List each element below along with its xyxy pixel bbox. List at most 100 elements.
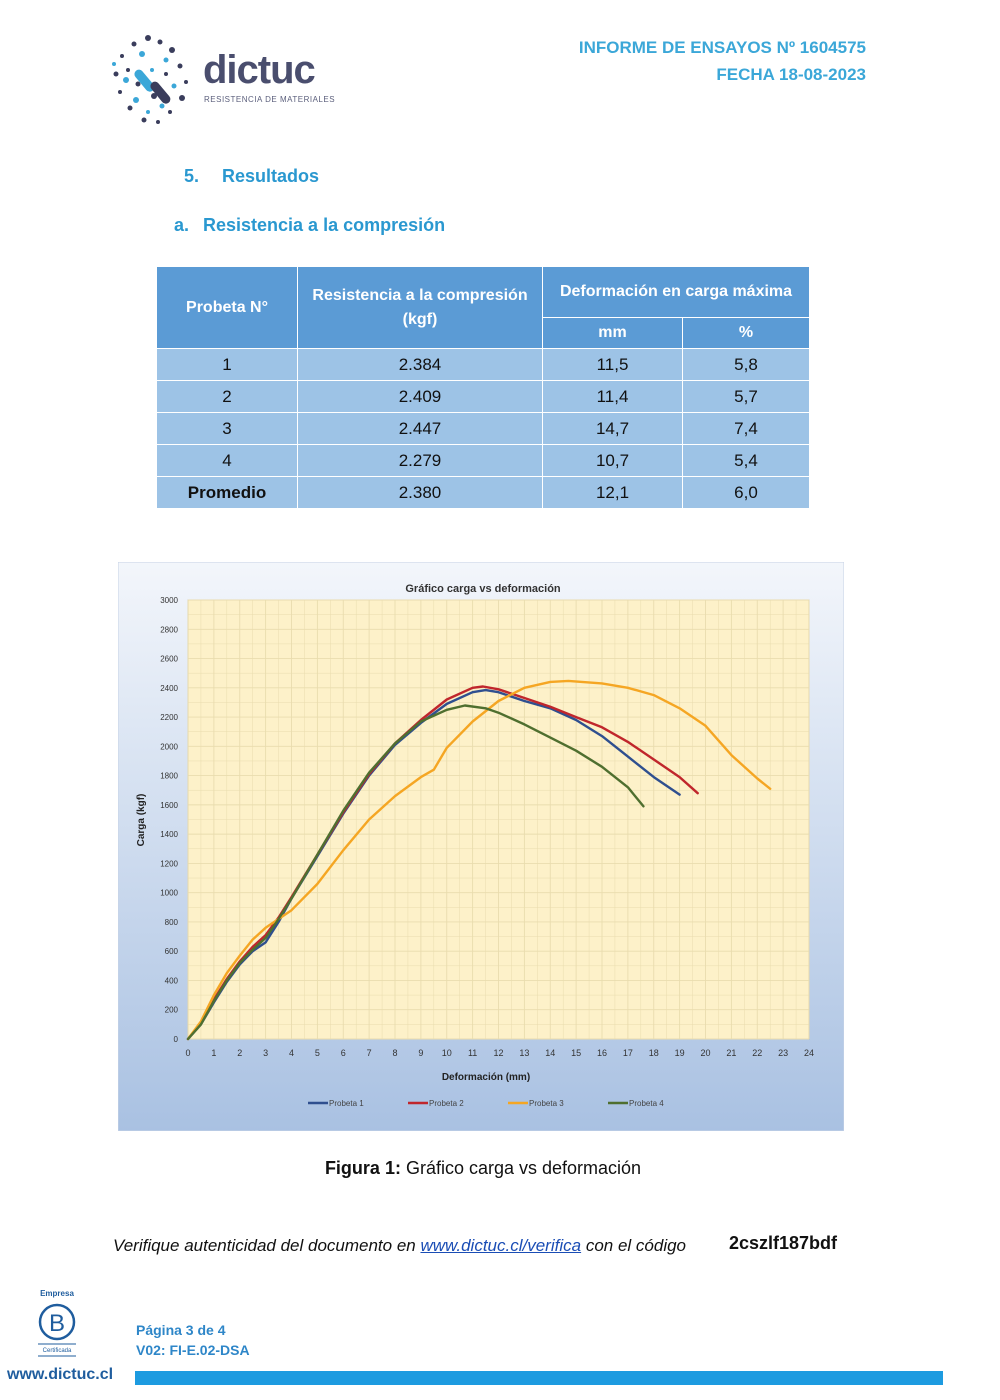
cell-mm: 12,1 <box>542 476 683 509</box>
verify-suffix: con el código <box>581 1236 686 1255</box>
cell-resistencia: 2.279 <box>297 444 543 477</box>
section-title: Resultados <box>222 166 320 186</box>
verification-code: 2cszlf187bdf <box>729 1233 838 1253</box>
bcorp-top-text: Empresa <box>40 1289 74 1298</box>
x-tick-label: 10 <box>442 1048 452 1058</box>
x-tick-label: 2 <box>237 1048 242 1058</box>
y-axis-label: Carga (kgf) <box>136 794 147 847</box>
x-tick-label: 23 <box>778 1048 788 1058</box>
y-tick-label: 1400 <box>160 830 178 839</box>
table-row-average: Promedio 2.380 12,1 6,0 <box>156 476 810 509</box>
figure-caption-label: Figura 1: <box>324 1158 401 1178</box>
legend-label: Probeta 4 <box>629 1099 664 1108</box>
bcorp-bottom-text: Certificada <box>43 1348 72 1354</box>
x-tick-label: 20 <box>700 1048 710 1058</box>
cell-resistencia: 2.384 <box>297 348 543 381</box>
subsection-letter: a. <box>174 215 190 235</box>
header-pct: % <box>682 317 810 349</box>
website-link[interactable]: www.dictuc.cl <box>7 1366 114 1383</box>
logo-subtitle: RESISTENCIA DE MATERIALES <box>204 95 336 104</box>
verify-prefix: Verifique autenticidad del documento en <box>113 1236 421 1255</box>
cell-mm: 14,7 <box>542 412 683 445</box>
cell-probeta: 2 <box>156 380 298 413</box>
x-tick-label: 1 <box>211 1048 216 1058</box>
legend-label: Probeta 2 <box>429 1099 464 1108</box>
bcorp-certified-logo: Empresa B Certificada <box>38 1289 76 1357</box>
chart-legend: Probeta 1 Probeta 2 Probeta 3 Probeta 4 <box>308 1099 664 1108</box>
x-tick-label: 12 <box>493 1048 503 1058</box>
x-tick-label: 15 <box>571 1048 581 1058</box>
legend-label: Probeta 1 <box>329 1099 364 1108</box>
y-tick-label: 3000 <box>160 596 178 605</box>
cell-probeta: Promedio <box>156 476 298 509</box>
report-number: INFORME DE ENSAYOS Nº 1604575 <box>578 38 866 57</box>
y-tick-label: 2200 <box>160 713 178 722</box>
header-resistencia-line2: (kgf) <box>402 310 438 328</box>
y-tick-label: 0 <box>174 1035 179 1044</box>
cell-mm: 11,4 <box>542 380 683 413</box>
cell-pct: 5,4 <box>682 444 810 477</box>
section-number: 5. <box>184 166 200 186</box>
series-line-probeta-3 <box>186 679 772 1041</box>
x-tick-label: 4 <box>289 1048 294 1058</box>
cell-mm: 10,7 <box>542 444 683 477</box>
chart-title: Gráfico carga vs deformación <box>405 583 561 595</box>
x-tick-label: 18 <box>649 1048 659 1058</box>
cell-resistencia: 2.380 <box>297 476 543 509</box>
x-tick-label: 3 <box>263 1048 268 1058</box>
x-tick-label: 9 <box>418 1048 423 1058</box>
figure-caption-text: Gráfico carga vs deformación <box>400 1158 642 1178</box>
legend-label: Probeta 3 <box>529 1099 564 1108</box>
x-tick-label: 6 <box>341 1048 346 1058</box>
verify-link[interactable]: www.dictuc.cl/verifica <box>420 1236 582 1255</box>
dictuc-logo-mark <box>112 35 188 124</box>
x-tick-label: 21 <box>726 1048 736 1058</box>
header-resistencia-line1: Resistencia a la compresión <box>312 286 528 304</box>
table-row: 3 2.447 14,7 7,4 <box>156 412 810 445</box>
cell-probeta: 3 <box>156 412 298 445</box>
load-deformation-chart: 0 1 2 3 4 5 6 7 8 9 10 11 12 13 14 15 16 17 18 19 20 21 22 23 24… <box>118 562 844 1131</box>
page-number: Página 3 de 4 <box>136 1322 226 1338</box>
x-tick-label: 14 <box>545 1048 555 1058</box>
cell-resistencia: 2.409 <box>297 380 543 413</box>
x-tick-label: 22 <box>752 1048 762 1058</box>
x-tick-label: 13 <box>519 1048 529 1058</box>
cell-pct: 5,8 <box>682 348 810 381</box>
subsection-title: Resistencia a la compresión <box>203 215 446 235</box>
cell-pct: 7,4 <box>682 412 810 445</box>
header-resistencia: Resistencia a la compresión (kgf) <box>297 266 543 349</box>
header-deformacion: Deformación en carga máxima <box>542 266 810 318</box>
y-tick-label: 1800 <box>160 772 178 781</box>
header-mm: mm <box>542 317 683 349</box>
y-tick-label: 2400 <box>160 684 178 693</box>
x-tick-label: 0 <box>185 1048 190 1058</box>
cell-probeta: 1 <box>156 348 298 381</box>
x-tick-label: 16 <box>597 1048 607 1058</box>
cell-resistencia: 2.447 <box>297 412 543 445</box>
x-tick-label: 8 <box>392 1048 397 1058</box>
y-tick-label: 1000 <box>160 889 178 898</box>
x-tick-label: 11 <box>468 1048 477 1058</box>
x-tick-label: 19 <box>675 1048 685 1058</box>
y-tick-label: 600 <box>165 947 179 956</box>
cell-probeta: 4 <box>156 444 298 477</box>
x-tick-label: 24 <box>804 1048 814 1058</box>
y-tick-label: 2000 <box>160 742 178 751</box>
x-axis-label: Deformación (mm) <box>442 1072 530 1083</box>
bcorp-letter: B <box>49 1310 65 1337</box>
cell-pct: 5,7 <box>682 380 810 413</box>
y-tick-label: 200 <box>165 1006 179 1015</box>
y-tick-label: 2800 <box>160 625 178 634</box>
x-tick-label: 17 <box>623 1048 633 1058</box>
y-tick-label: 1200 <box>160 859 178 868</box>
cell-mm: 11,5 <box>542 348 683 381</box>
header-probeta: Probeta N° <box>156 266 298 349</box>
x-tick-label: 5 <box>315 1048 320 1058</box>
x-tick-label: 7 <box>367 1048 372 1058</box>
cell-pct: 6,0 <box>682 476 810 509</box>
table-row: 1 2.384 11,5 5,8 <box>156 348 810 381</box>
results-table: Probeta N° Resistencia a la compresión (… <box>156 266 810 509</box>
logo-wordmark: dictuc <box>203 48 316 92</box>
table-row: 2 2.409 11,4 5,7 <box>156 380 810 413</box>
report-date: FECHA 18-08-2023 <box>716 65 866 84</box>
